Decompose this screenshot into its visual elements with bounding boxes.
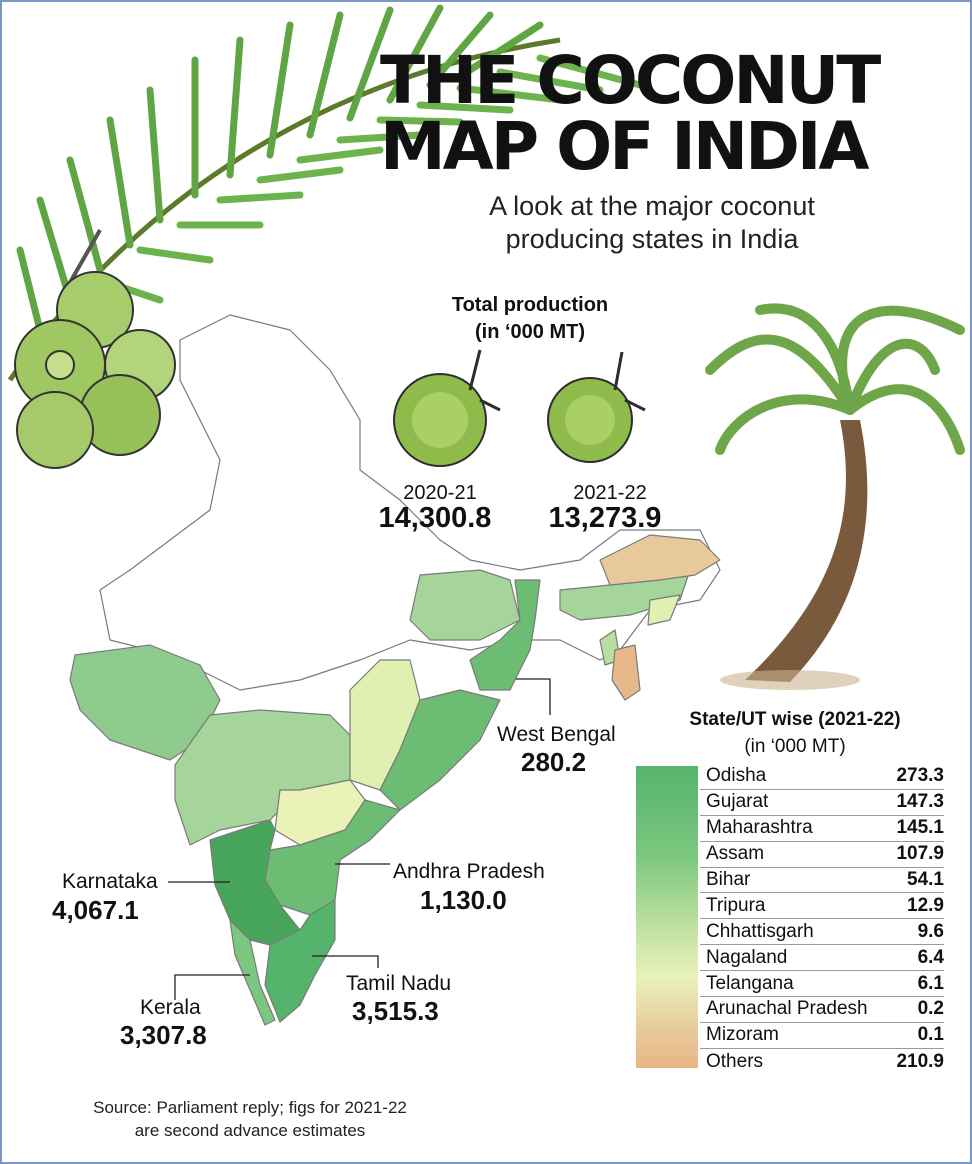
label-west-bengal: West Bengal [497, 723, 616, 746]
title-line-2: MAP OF INDIA [380, 108, 870, 185]
subtitle-line-2: producing states in India [505, 224, 799, 254]
label-tamil-nadu: Tamil Nadu [346, 972, 452, 995]
map-region-bihar [409, 569, 521, 641]
legend-state: Chhattisgarh [706, 920, 814, 942]
label-kerala: Kerala [140, 996, 201, 1019]
source-line-1: Source: Parliament reply; figs for 2021-… [93, 1098, 407, 1117]
legend-row: Tripura 12.9 [700, 893, 944, 920]
map-region-westbengal [469, 579, 541, 691]
legend-table: Odisha 273.3 Gujarat 147.3 Maharashtra 145.… [700, 764, 944, 1075]
value-kerala: 3,307.8 [120, 1020, 207, 1050]
legend-heading: State/UT wise (2021-22) (in ‘000 MT) [650, 706, 940, 760]
legend-color-scale [636, 766, 698, 1068]
source-line-2: are second advance estimates [134, 1121, 366, 1140]
value-tamil-nadu: 3,515.3 [352, 996, 439, 1026]
legend-row: Mizoram 0.1 [700, 1023, 944, 1049]
legend-state: Bihar [706, 869, 751, 890]
total-production-heading-line-1: Total production [451, 294, 609, 316]
legend-state: Tripura [706, 894, 766, 916]
legend-value: 0.2 [917, 998, 944, 1020]
map-region-odisha [379, 689, 501, 811]
legend-value: 12.9 [907, 894, 944, 916]
coconut-icon-2020 [393, 349, 501, 467]
legend-row: Assam 107.9 [700, 842, 944, 868]
value-karnataka: 4,067.1 [52, 895, 139, 925]
legend-value: 107.9 [896, 843, 944, 865]
legend-row: Gujarat 147.3 [700, 790, 944, 816]
source-note: Source: Parliament reply; figs for 2021-… [30, 1096, 470, 1142]
production-value-2021: 13,273.9 [548, 502, 662, 534]
legend-row: Telangana 6.1 [700, 971, 944, 998]
legend-row: Chhattisgarh 9.6 [700, 919, 944, 946]
legend-row: Bihar 54.1 [700, 868, 944, 894]
india-map [69, 314, 721, 1026]
production-year-2020: 2020-21 [403, 482, 477, 504]
legend-row: Nagaland 6.4 [700, 945, 944, 972]
legend-value: 145.1 [896, 817, 944, 839]
legend-value: 9.6 [917, 920, 944, 942]
legend-state: Odisha [706, 765, 767, 787]
legend-state: Mizoram [706, 1024, 779, 1046]
legend-row: Arunachal Pradesh 0.2 [700, 997, 944, 1023]
title-line-1: THE COCONUT [380, 42, 881, 119]
map-region-mizoram [611, 644, 641, 701]
coconut-cluster-illustration [14, 229, 176, 469]
legend-value: 6.4 [917, 946, 944, 968]
leader-lines [168, 678, 551, 1000]
value-west-bengal: 280.2 [521, 747, 587, 777]
label-karnataka: Karnataka [62, 870, 158, 893]
map-region-tamilnadu [264, 899, 336, 1023]
legend-row: Maharashtra 145.1 [700, 816, 944, 842]
legend-state: Assam [706, 843, 765, 865]
map-region-karnataka [209, 819, 301, 946]
page-title: THE COCONUT MAP OF INDIA [380, 48, 940, 180]
legend-value: 6.1 [917, 972, 944, 994]
legend-state: Arunachal Pradesh [706, 998, 868, 1020]
map-region-nagaland [647, 594, 681, 626]
legend-value: 147.3 [896, 791, 944, 813]
subtitle-line-1: A look at the major coconut [489, 191, 815, 221]
legend-state: Gujarat [706, 791, 769, 813]
map-region-gujarat [69, 644, 221, 761]
legend-value: 54.1 [907, 869, 944, 890]
legend-row: Others 210.9 [700, 1049, 944, 1075]
value-andhra-pradesh: 1,130.0 [420, 885, 507, 915]
total-production-heading-line-2: (in ‘000 MT) [474, 321, 585, 343]
legend-heading-line-1: State/UT wise (2021-22) [689, 709, 901, 730]
coconut-icon-2021 [547, 351, 646, 463]
legend-state: Others [706, 1050, 764, 1072]
legend-row: Odisha 273.3 [700, 764, 944, 790]
legend-value: 210.9 [896, 1050, 944, 1072]
total-production-heading: Total production (in ‘000 MT) [400, 292, 660, 346]
map-region-arunachal [599, 534, 721, 586]
legend-state: Maharashtra [706, 817, 813, 839]
production-value-2020: 14,300.8 [378, 502, 492, 534]
map-region-kerala [229, 919, 276, 1026]
label-andhra-pradesh: Andhra Pradesh [393, 860, 545, 883]
palm-tree-illustration [705, 303, 965, 690]
legend-state: Telangana [706, 972, 794, 994]
legend-value: 273.3 [896, 765, 944, 787]
legend-heading-line-2: (in ‘000 MT) [744, 736, 846, 757]
legend-value: 0.1 [917, 1024, 944, 1046]
production-year-2021: 2021-22 [573, 482, 647, 504]
page-subtitle: A look at the major coconut producing st… [452, 190, 852, 256]
legend-state: Nagaland [706, 946, 788, 968]
